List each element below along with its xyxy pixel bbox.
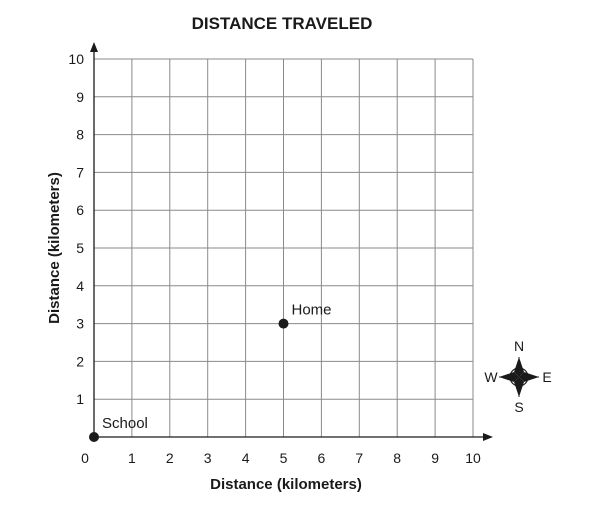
y-tick-label: 1 [76,391,84,407]
origin-label: 0 [81,450,89,466]
y-tick-label: 4 [76,278,84,294]
x-tick-label: 8 [393,450,401,466]
x-tick-label: 4 [242,450,250,466]
y-tick-label: 6 [76,202,84,218]
x-tick-label: 7 [355,450,363,466]
x-tick-label: 5 [280,450,288,466]
y-tick-label: 8 [76,127,84,143]
x-tick-label: 6 [318,450,326,466]
compass-west-label: W [484,369,498,385]
compass-rose-icon: N S E W [484,338,551,415]
x-tick-label: 1 [128,450,136,466]
chart-title: DISTANCE TRAVELED [192,14,373,33]
y-tick-label: 9 [76,89,84,105]
y-tick-labels: 1 2 3 4 5 6 7 8 9 10 [68,51,84,407]
compass-north-label: N [514,338,524,354]
x-tick-label: 2 [166,450,174,466]
y-tick-label: 5 [76,240,84,256]
y-tick-label: 2 [76,353,84,369]
data-point [89,432,99,442]
data-point-label: Home [292,302,332,319]
compass-south-label: S [514,399,523,415]
grid [94,58,474,437]
axes [90,42,493,441]
x-axis-label: Distance (kilometers) [210,476,362,493]
data-point-label: School [102,415,148,432]
x-tick-label: 10 [465,450,481,466]
y-tick-label: 3 [76,316,84,332]
x-tick-labels: 1 2 3 4 5 6 7 8 9 10 [128,450,481,466]
data-point [278,318,289,329]
compass-east-label: E [542,369,551,385]
data-points: School Home [89,302,332,442]
x-axis-arrow-icon [483,433,493,441]
y-axis-label: Distance (kilometers) [46,172,63,324]
y-tick-label: 10 [68,51,84,67]
x-tick-label: 3 [204,450,212,466]
x-tick-label: 9 [431,450,439,466]
y-axis-arrow-icon [90,42,98,52]
y-tick-label: 7 [76,164,84,180]
